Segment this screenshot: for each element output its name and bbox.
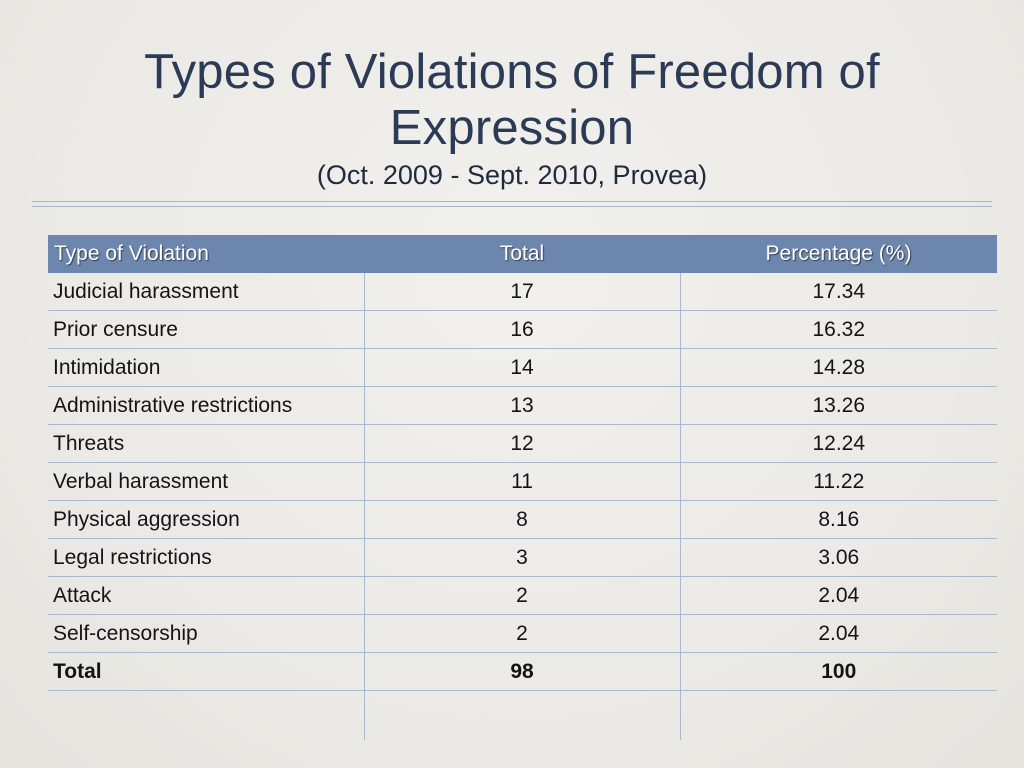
cell-total: 8 bbox=[363, 500, 680, 539]
cell-percentage: 13.26 bbox=[679, 386, 997, 425]
table-row: Physical aggression 8 8.16 bbox=[48, 500, 997, 539]
cell-percentage: 17.34 bbox=[679, 273, 997, 311]
title-block: Types of Violations of Freedom of Expres… bbox=[0, 44, 1024, 192]
empty-cell bbox=[48, 691, 364, 741]
table-body: Judicial harassment 17 17.34 Prior censu… bbox=[48, 273, 997, 740]
cell-total: 12 bbox=[363, 424, 680, 463]
cell-violation-type: Prior censure bbox=[48, 310, 364, 349]
cell-total: 14 bbox=[363, 348, 680, 387]
table-row: Judicial harassment 17 17.34 bbox=[48, 273, 997, 311]
violations-table: Type of Violation Total Percentage (%) J… bbox=[48, 235, 997, 740]
cell-total: 16 bbox=[363, 310, 680, 349]
cell-violation-type: Administrative restrictions bbox=[48, 386, 364, 425]
cell-violation-type: Threats bbox=[48, 424, 364, 463]
cell-percentage: 11.22 bbox=[679, 462, 997, 501]
cell-percentage: 14.28 bbox=[679, 348, 997, 387]
table-row: Legal restrictions 3 3.06 bbox=[48, 538, 997, 577]
cell-percentage: 8.16 bbox=[679, 500, 997, 539]
cell-total: 2 bbox=[363, 576, 680, 615]
violations-table-container: Type of Violation Total Percentage (%) J… bbox=[48, 235, 997, 740]
cell-total: 2 bbox=[363, 614, 680, 653]
title-divider-top bbox=[32, 201, 992, 202]
cell-total-percentage: 100 bbox=[679, 652, 997, 691]
table-total-row: Total 98 100 bbox=[48, 652, 997, 691]
cell-total: 17 bbox=[363, 273, 680, 311]
cell-total: 13 bbox=[363, 386, 680, 425]
table-row: Verbal harassment 11 11.22 bbox=[48, 462, 997, 501]
cell-violation-type: Verbal harassment bbox=[48, 462, 364, 501]
cell-percentage: 16.32 bbox=[679, 310, 997, 349]
table-empty-row bbox=[48, 690, 997, 741]
cell-violation-type: Intimidation bbox=[48, 348, 364, 387]
header-percentage: Percentage (%) bbox=[680, 235, 997, 273]
cell-violation-type: Judicial harassment bbox=[48, 273, 364, 311]
table-row: Administrative restrictions 13 13.26 bbox=[48, 386, 997, 425]
table-row: Intimidation 14 14.28 bbox=[48, 348, 997, 387]
table-row: Attack 2 2.04 bbox=[48, 576, 997, 615]
cell-violation-type: Legal restrictions bbox=[48, 538, 364, 577]
cell-percentage: 2.04 bbox=[679, 614, 997, 653]
title-divider-bottom bbox=[32, 206, 992, 207]
cell-percentage: 12.24 bbox=[679, 424, 997, 463]
empty-cell bbox=[679, 690, 997, 740]
slide-subtitle: (Oct. 2009 - Sept. 2010, Provea) bbox=[316, 160, 708, 190]
table-row: Prior censure 16 16.32 bbox=[48, 310, 997, 349]
cell-violation-type: Physical aggression bbox=[48, 500, 364, 539]
cell-total: 11 bbox=[363, 462, 680, 501]
header-total: Total bbox=[364, 235, 680, 273]
table-header-row: Type of Violation Total Percentage (%) bbox=[48, 235, 997, 273]
header-type-of-violation: Type of Violation bbox=[48, 235, 364, 273]
empty-cell bbox=[363, 690, 680, 740]
cell-violation-type: Attack bbox=[48, 576, 364, 615]
cell-percentage: 2.04 bbox=[679, 576, 997, 615]
slide-title-line-1: Types of Violations of Freedom of bbox=[144, 45, 880, 99]
cell-total-label: Total bbox=[48, 652, 364, 691]
table-row: Self-censorship 2 2.04 bbox=[48, 614, 997, 653]
cell-total-count: 98 bbox=[363, 652, 680, 691]
table-row: Threats 12 12.24 bbox=[48, 424, 997, 463]
cell-percentage: 3.06 bbox=[679, 538, 997, 577]
cell-violation-type: Self-censorship bbox=[48, 614, 364, 653]
cell-total: 3 bbox=[363, 538, 680, 577]
slide-title-line-2: Expression bbox=[389, 101, 635, 155]
table-header: Type of Violation Total Percentage (%) bbox=[48, 235, 997, 273]
